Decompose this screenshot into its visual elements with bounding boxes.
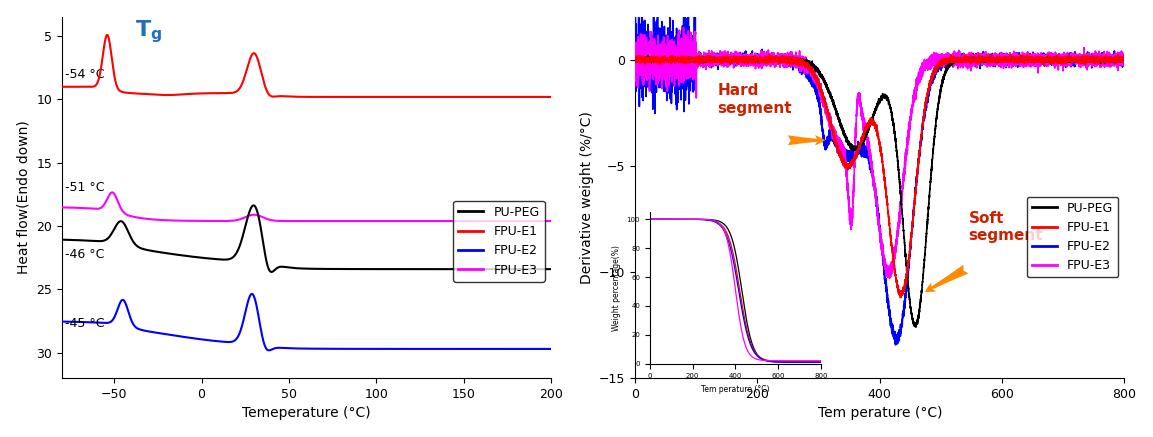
X-axis label: Tem perature (°C): Tem perature (°C) [817, 406, 942, 420]
Text: -46 °C: -46 °C [66, 248, 105, 261]
Y-axis label: Derivative weight (%/°C): Derivative weight (%/°C) [580, 111, 594, 284]
Text: $\mathbf{T_g}$: $\mathbf{T_g}$ [135, 18, 163, 45]
Legend: PU-PEG, FPU-E1, FPU-E2, FPU-E3: PU-PEG, FPU-E1, FPU-E2, FPU-E3 [1027, 197, 1118, 277]
Text: -54 °C: -54 °C [66, 68, 105, 81]
Text: -45 °C: -45 °C [66, 317, 105, 330]
Legend: PU-PEG, FPU-E1, FPU-E2, FPU-E3: PU-PEG, FPU-E1, FPU-E2, FPU-E3 [453, 201, 544, 281]
Text: -51 °C: -51 °C [66, 180, 105, 194]
X-axis label: Temeperature (°C): Temeperature (°C) [242, 406, 371, 420]
Text: Hard
segment: Hard segment [718, 83, 792, 116]
Text: Soft
segment: Soft segment [969, 211, 1043, 243]
Y-axis label: Heat flow(Endo down): Heat flow(Endo down) [16, 121, 31, 274]
